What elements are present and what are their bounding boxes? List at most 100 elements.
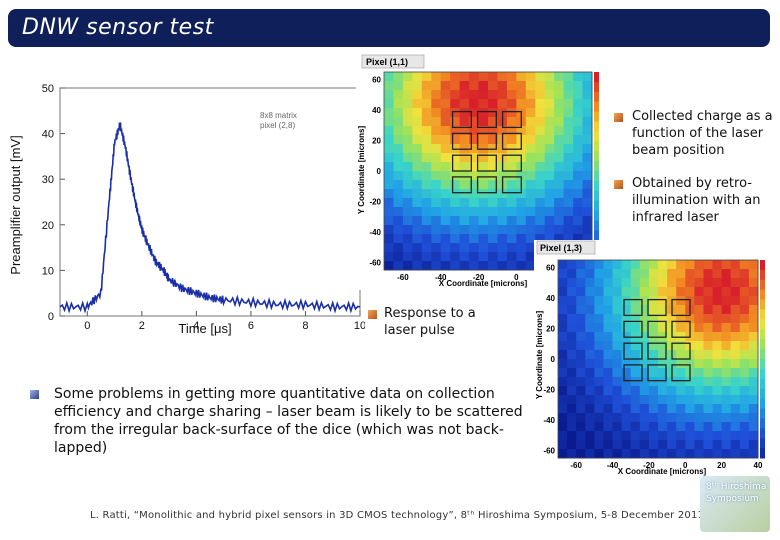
heatmap-cell xyxy=(712,332,723,342)
colorbar-step xyxy=(760,319,765,330)
heatmap-cell xyxy=(384,252,394,262)
heatmap-cell xyxy=(658,341,668,351)
heatmap-cell xyxy=(582,216,593,226)
heatmap-cell xyxy=(402,126,413,136)
pixel-pad-outline xyxy=(671,342,691,360)
heatmap-cell xyxy=(658,386,668,396)
heatmap-cell xyxy=(402,81,413,91)
heatmap-cell xyxy=(585,431,595,441)
colorbar-step xyxy=(594,111,599,122)
heatmap-cell xyxy=(544,99,555,109)
heatmap-cell xyxy=(497,225,508,235)
heatmap-cell xyxy=(469,162,480,172)
heatmap-cell xyxy=(576,368,586,378)
heatmap-cell xyxy=(450,198,461,208)
heatmap-cell xyxy=(440,126,451,136)
colorbar-step xyxy=(594,141,599,152)
bullet-icon xyxy=(30,390,39,399)
heatmap-cell xyxy=(525,243,536,253)
heatmap-cell xyxy=(412,72,423,82)
heatmap-cell xyxy=(721,287,732,297)
heatmap-cell xyxy=(639,431,650,441)
heatmap-cell xyxy=(721,350,732,360)
heatmap-cell xyxy=(544,126,555,136)
colorbar-step xyxy=(760,388,765,400)
heatmap-cell xyxy=(558,359,568,369)
heatmap-cell xyxy=(563,234,574,244)
heatmap-cell xyxy=(516,72,527,82)
heatmap-cell xyxy=(393,72,404,82)
heatmap-cell xyxy=(639,332,650,342)
heatmap-cell xyxy=(506,189,517,199)
heatmap-cell xyxy=(648,386,659,396)
colorbar-step xyxy=(594,180,599,192)
heatmap-cell xyxy=(535,171,546,181)
heatmap-cell xyxy=(721,422,732,432)
heatmap-cell xyxy=(384,90,394,100)
heatmap-cell xyxy=(685,440,695,450)
heatmap-cell xyxy=(730,287,741,297)
heatmap-cell xyxy=(721,305,732,315)
heatmap-cell xyxy=(431,108,442,118)
heatmap-cell xyxy=(450,225,461,235)
note-problems: Some problems in getting more quantitati… xyxy=(54,386,523,456)
heatmap-cell xyxy=(567,395,577,405)
heatmap-cell xyxy=(630,440,641,450)
heatmap-cell xyxy=(573,189,584,199)
heatmap-cell xyxy=(525,216,536,226)
y-tick-label: 30 xyxy=(42,174,54,186)
heatmap-cell xyxy=(739,350,750,360)
heatmap-cell xyxy=(712,350,723,360)
heatmap-cell xyxy=(554,99,565,109)
heatmap-cell xyxy=(563,153,574,163)
heatmap-cell xyxy=(603,305,614,315)
x-tick-label: -60 xyxy=(570,461,582,470)
heatmap-pixel-1-1: Pixel (1,1) -60-40-200206040200-20-40-60… xyxy=(356,50,606,290)
heatmap-cell xyxy=(450,99,461,109)
heatmap-cell xyxy=(567,269,577,279)
heatmap-cell xyxy=(621,287,632,297)
heatmap-cell xyxy=(384,72,394,82)
heatmap-cell xyxy=(694,404,704,414)
heatmap-cell xyxy=(525,198,536,208)
heatmap-cell xyxy=(667,395,677,405)
heatmap-cell xyxy=(402,171,413,181)
heatmap-cell xyxy=(535,207,546,217)
heatmap-cell xyxy=(567,341,577,351)
heatmap-cell xyxy=(667,359,677,369)
y-tick-label: 20 xyxy=(42,220,54,232)
heatmap-cell xyxy=(478,198,489,208)
heatmap-cell xyxy=(440,180,451,190)
heatmap-cell xyxy=(421,90,432,100)
x-axis-label: Time [μs] xyxy=(178,321,231,336)
heatmap-cell xyxy=(478,261,489,271)
heatmap-cell xyxy=(497,243,508,253)
heatmap-cell xyxy=(667,386,677,396)
heatmap-cell xyxy=(712,314,723,324)
heatmap-cell xyxy=(478,153,489,163)
heatmap-cell xyxy=(685,404,695,414)
heatmap-cell xyxy=(488,243,498,253)
heatmap-cell xyxy=(694,422,704,432)
x-tick-label: 0 xyxy=(683,461,688,470)
heatmap-cell xyxy=(563,207,574,217)
heatmap-cell xyxy=(576,413,586,423)
heatmap-cell xyxy=(516,234,527,244)
heatmap-cell xyxy=(703,332,714,342)
heatmap-cell xyxy=(585,395,595,405)
heatmap-cell xyxy=(721,341,732,351)
heatmap-cell xyxy=(573,108,584,118)
heatmap-cell xyxy=(739,440,750,450)
x-tick-label: 10 xyxy=(354,320,365,332)
colorbar-step xyxy=(760,299,765,310)
heatmap-cell xyxy=(630,368,641,378)
heatmap-cell xyxy=(421,198,432,208)
heatmap-cell xyxy=(630,359,641,369)
heatmap-cell xyxy=(694,368,704,378)
heatmap-cell xyxy=(739,431,750,441)
heatmap-cell xyxy=(703,386,714,396)
heatmap-cell xyxy=(712,422,723,432)
heatmap-cell xyxy=(488,216,498,226)
heatmap-cell xyxy=(730,323,741,333)
heatmap-cell xyxy=(730,359,741,369)
